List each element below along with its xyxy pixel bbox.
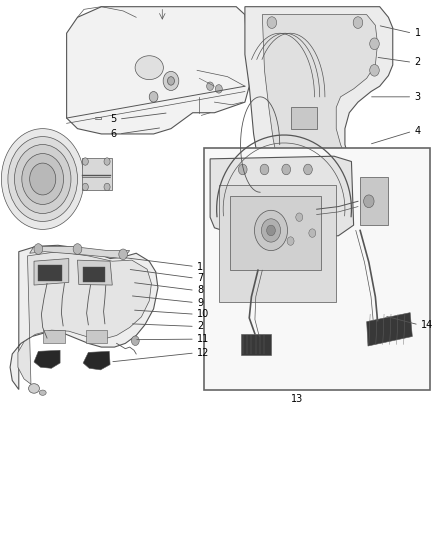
Circle shape	[119, 249, 127, 260]
Ellipse shape	[135, 56, 163, 79]
Circle shape	[149, 92, 158, 102]
Bar	[204, 148, 430, 390]
Text: 3: 3	[414, 92, 420, 102]
Circle shape	[131, 336, 139, 345]
Text: 5: 5	[110, 114, 117, 124]
Text: 4: 4	[414, 126, 420, 136]
Circle shape	[309, 229, 316, 237]
Circle shape	[318, 181, 328, 193]
Polygon shape	[18, 252, 152, 384]
Circle shape	[296, 213, 303, 221]
Bar	[219, 185, 336, 302]
Circle shape	[260, 164, 269, 175]
Text: 2: 2	[414, 58, 421, 67]
Text: 10: 10	[197, 309, 209, 319]
Circle shape	[261, 219, 281, 242]
Text: 1: 1	[414, 28, 420, 38]
Text: 14: 14	[421, 320, 433, 330]
Circle shape	[267, 17, 277, 28]
Circle shape	[267, 225, 276, 236]
Circle shape	[364, 195, 374, 208]
Circle shape	[254, 211, 287, 251]
Circle shape	[353, 17, 363, 28]
Text: 7: 7	[197, 273, 203, 283]
Bar	[290, 108, 317, 128]
Circle shape	[14, 144, 71, 214]
Bar	[42, 330, 65, 343]
Bar	[83, 266, 105, 282]
Circle shape	[282, 164, 290, 175]
Polygon shape	[34, 350, 60, 368]
Circle shape	[22, 154, 64, 205]
Circle shape	[370, 64, 379, 76]
Polygon shape	[34, 259, 69, 285]
Polygon shape	[78, 260, 112, 285]
Circle shape	[8, 136, 78, 221]
Ellipse shape	[39, 390, 46, 395]
Circle shape	[104, 158, 110, 165]
Text: 6: 6	[110, 129, 117, 139]
Text: 13: 13	[291, 394, 303, 404]
Circle shape	[215, 85, 223, 93]
Bar	[230, 196, 321, 270]
Polygon shape	[210, 156, 353, 238]
Circle shape	[207, 82, 214, 91]
Polygon shape	[83, 351, 110, 370]
Circle shape	[34, 244, 42, 254]
Polygon shape	[245, 7, 393, 219]
Polygon shape	[367, 313, 412, 346]
Circle shape	[287, 237, 294, 245]
Polygon shape	[30, 246, 130, 259]
Polygon shape	[369, 160, 395, 192]
Circle shape	[167, 77, 174, 85]
Bar	[360, 177, 389, 225]
Circle shape	[304, 164, 312, 175]
Text: 9: 9	[197, 297, 203, 308]
Bar	[39, 265, 62, 281]
Circle shape	[163, 71, 179, 91]
Circle shape	[82, 158, 88, 165]
Circle shape	[73, 244, 82, 254]
Polygon shape	[10, 245, 158, 390]
Circle shape	[301, 181, 311, 193]
Circle shape	[1, 128, 84, 229]
Text: 8: 8	[197, 285, 203, 295]
Text: 12: 12	[197, 348, 209, 358]
Text: 1: 1	[197, 262, 203, 271]
Polygon shape	[336, 183, 371, 204]
Circle shape	[238, 164, 247, 175]
Bar	[86, 329, 107, 343]
Text: 2: 2	[197, 321, 203, 332]
Circle shape	[370, 38, 379, 50]
Circle shape	[82, 183, 88, 191]
Polygon shape	[67, 7, 249, 134]
Polygon shape	[262, 14, 378, 195]
Text: 11: 11	[197, 334, 209, 344]
Circle shape	[30, 163, 56, 195]
Circle shape	[104, 183, 110, 191]
Bar	[240, 334, 271, 355]
Bar	[82, 158, 112, 190]
Ellipse shape	[28, 384, 39, 393]
